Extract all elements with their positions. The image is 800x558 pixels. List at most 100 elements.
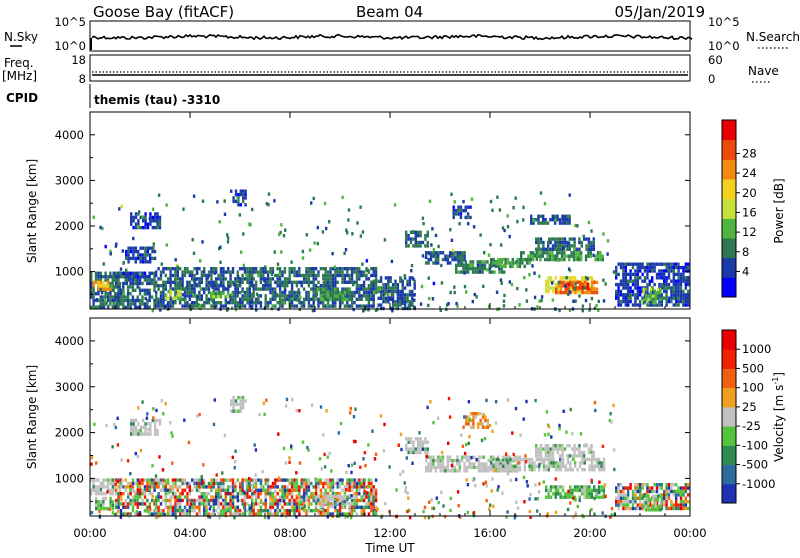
power-cell xyxy=(284,294,286,297)
power-cell xyxy=(255,281,257,284)
power-cell xyxy=(637,273,639,276)
velocity-cell xyxy=(217,499,219,502)
velocity-cell xyxy=(561,447,563,450)
power-speckle xyxy=(421,285,423,288)
power-cell xyxy=(549,255,551,258)
power-cell xyxy=(673,266,675,269)
power-cell xyxy=(246,291,248,294)
power-cell xyxy=(159,216,161,219)
power-cell xyxy=(120,275,122,278)
power-speckle xyxy=(152,208,154,211)
velocity-cell xyxy=(361,495,363,498)
power-cell xyxy=(303,274,305,277)
power-cell xyxy=(537,248,539,251)
power-cell xyxy=(358,298,360,301)
velocity-cell xyxy=(647,501,649,504)
power-cell xyxy=(663,276,665,279)
velocity-cell xyxy=(562,485,564,488)
velocity-cell xyxy=(142,426,144,429)
velocity-cell xyxy=(637,490,639,493)
power-cell xyxy=(559,244,561,247)
velocity-speckle xyxy=(424,516,426,519)
power-cell xyxy=(467,216,469,219)
power-speckle xyxy=(457,257,459,260)
velocity-cell xyxy=(296,506,298,509)
power-cell xyxy=(656,263,658,266)
power-cell xyxy=(329,304,331,307)
velocity-cell xyxy=(296,485,298,488)
power-cell xyxy=(235,193,237,196)
velocity-cell xyxy=(325,512,327,515)
velocity-cell xyxy=(468,462,470,465)
velocity-cell xyxy=(677,507,679,510)
power-cell xyxy=(260,301,262,304)
velocity-cell xyxy=(617,483,619,486)
power-cell xyxy=(241,277,243,280)
freq-tick-lo: 8 xyxy=(79,72,86,86)
power-cell xyxy=(107,288,109,291)
velocity-cell xyxy=(232,403,234,406)
velocity-cell xyxy=(353,495,355,498)
power-cell xyxy=(663,297,665,300)
power-speckle xyxy=(427,304,429,307)
velocity-cell xyxy=(174,512,176,515)
power-cell xyxy=(658,283,660,286)
power-cell xyxy=(334,270,336,273)
velocity-cell xyxy=(473,466,475,469)
velocity-cell xyxy=(157,509,159,512)
velocity-speckle xyxy=(527,484,529,487)
power-cell xyxy=(677,280,679,283)
power-cell xyxy=(334,281,336,284)
power-cell xyxy=(557,237,559,240)
velocity-cell xyxy=(322,495,324,498)
velocity-cell xyxy=(332,489,334,492)
power-speckle xyxy=(212,286,214,289)
power-cell xyxy=(291,304,293,307)
power-cell xyxy=(279,277,281,280)
velocity-cell xyxy=(459,459,461,462)
velocity-cell xyxy=(647,495,649,498)
velocity-cell xyxy=(303,499,305,502)
velocity-cell xyxy=(504,468,506,471)
power-cell xyxy=(677,283,679,286)
power-speckle xyxy=(161,262,163,265)
velocity-cell xyxy=(645,501,647,504)
power-cell xyxy=(130,250,132,253)
power-cell xyxy=(649,263,651,266)
power-cell xyxy=(139,278,141,281)
power-cell xyxy=(375,287,377,290)
power-speckle xyxy=(228,301,230,304)
power-cell xyxy=(625,283,627,286)
power-cell xyxy=(115,278,117,281)
power-speckle xyxy=(107,305,109,308)
velocity-cell xyxy=(593,451,595,454)
power-cell xyxy=(97,275,99,278)
power-cell xyxy=(554,255,556,258)
velocity-cell xyxy=(375,489,377,492)
power-cell xyxy=(677,297,679,300)
power-cell xyxy=(655,298,657,301)
velocity-cell xyxy=(593,465,595,468)
power-cell xyxy=(127,260,129,263)
power-cell xyxy=(417,231,419,234)
velocity-cell xyxy=(177,495,179,498)
velocity-speckle xyxy=(598,491,600,494)
velocity-speckle xyxy=(436,497,438,500)
power-speckle xyxy=(564,284,566,287)
power-cell xyxy=(208,284,210,287)
power-cell xyxy=(530,258,532,261)
power-speckle xyxy=(179,300,181,303)
power-cell xyxy=(313,281,315,284)
power-cell xyxy=(585,258,587,261)
velocity-cell xyxy=(269,489,271,492)
velocity-cell xyxy=(125,502,127,505)
velocity-cell xyxy=(665,490,667,493)
power-cell xyxy=(459,251,461,254)
velocity-cell xyxy=(225,509,227,512)
power-cell xyxy=(542,218,544,221)
power-cell xyxy=(645,298,647,301)
velocity-speckle xyxy=(149,508,151,511)
power-cell xyxy=(186,267,188,270)
velocity-cell xyxy=(475,412,477,415)
power-cell xyxy=(174,284,176,287)
